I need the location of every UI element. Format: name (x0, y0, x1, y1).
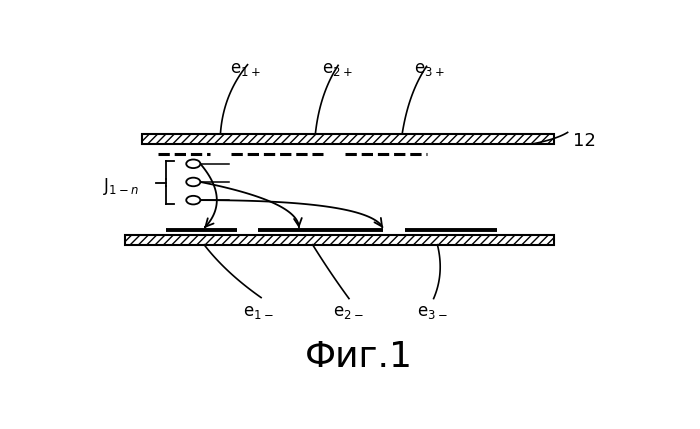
Text: e$_{2-}$: e$_{2-}$ (332, 302, 363, 320)
Bar (141, 134, 554, 144)
Circle shape (186, 178, 200, 186)
Text: 12: 12 (573, 132, 596, 150)
Text: J$_{1-n}$: J$_{1-n}$ (103, 176, 139, 197)
Text: Фиг.1: Фиг.1 (304, 340, 413, 374)
Circle shape (186, 196, 200, 205)
Text: e$_{2+}$: e$_{2+}$ (322, 60, 352, 78)
Text: e$_{3+}$: e$_{3+}$ (414, 60, 444, 78)
Text: e$_{3-}$: e$_{3-}$ (416, 302, 447, 320)
Bar (125, 235, 554, 245)
Text: e$_{1+}$: e$_{1+}$ (230, 60, 260, 78)
Text: e$_{1-}$: e$_{1-}$ (243, 302, 274, 320)
Circle shape (186, 160, 200, 168)
